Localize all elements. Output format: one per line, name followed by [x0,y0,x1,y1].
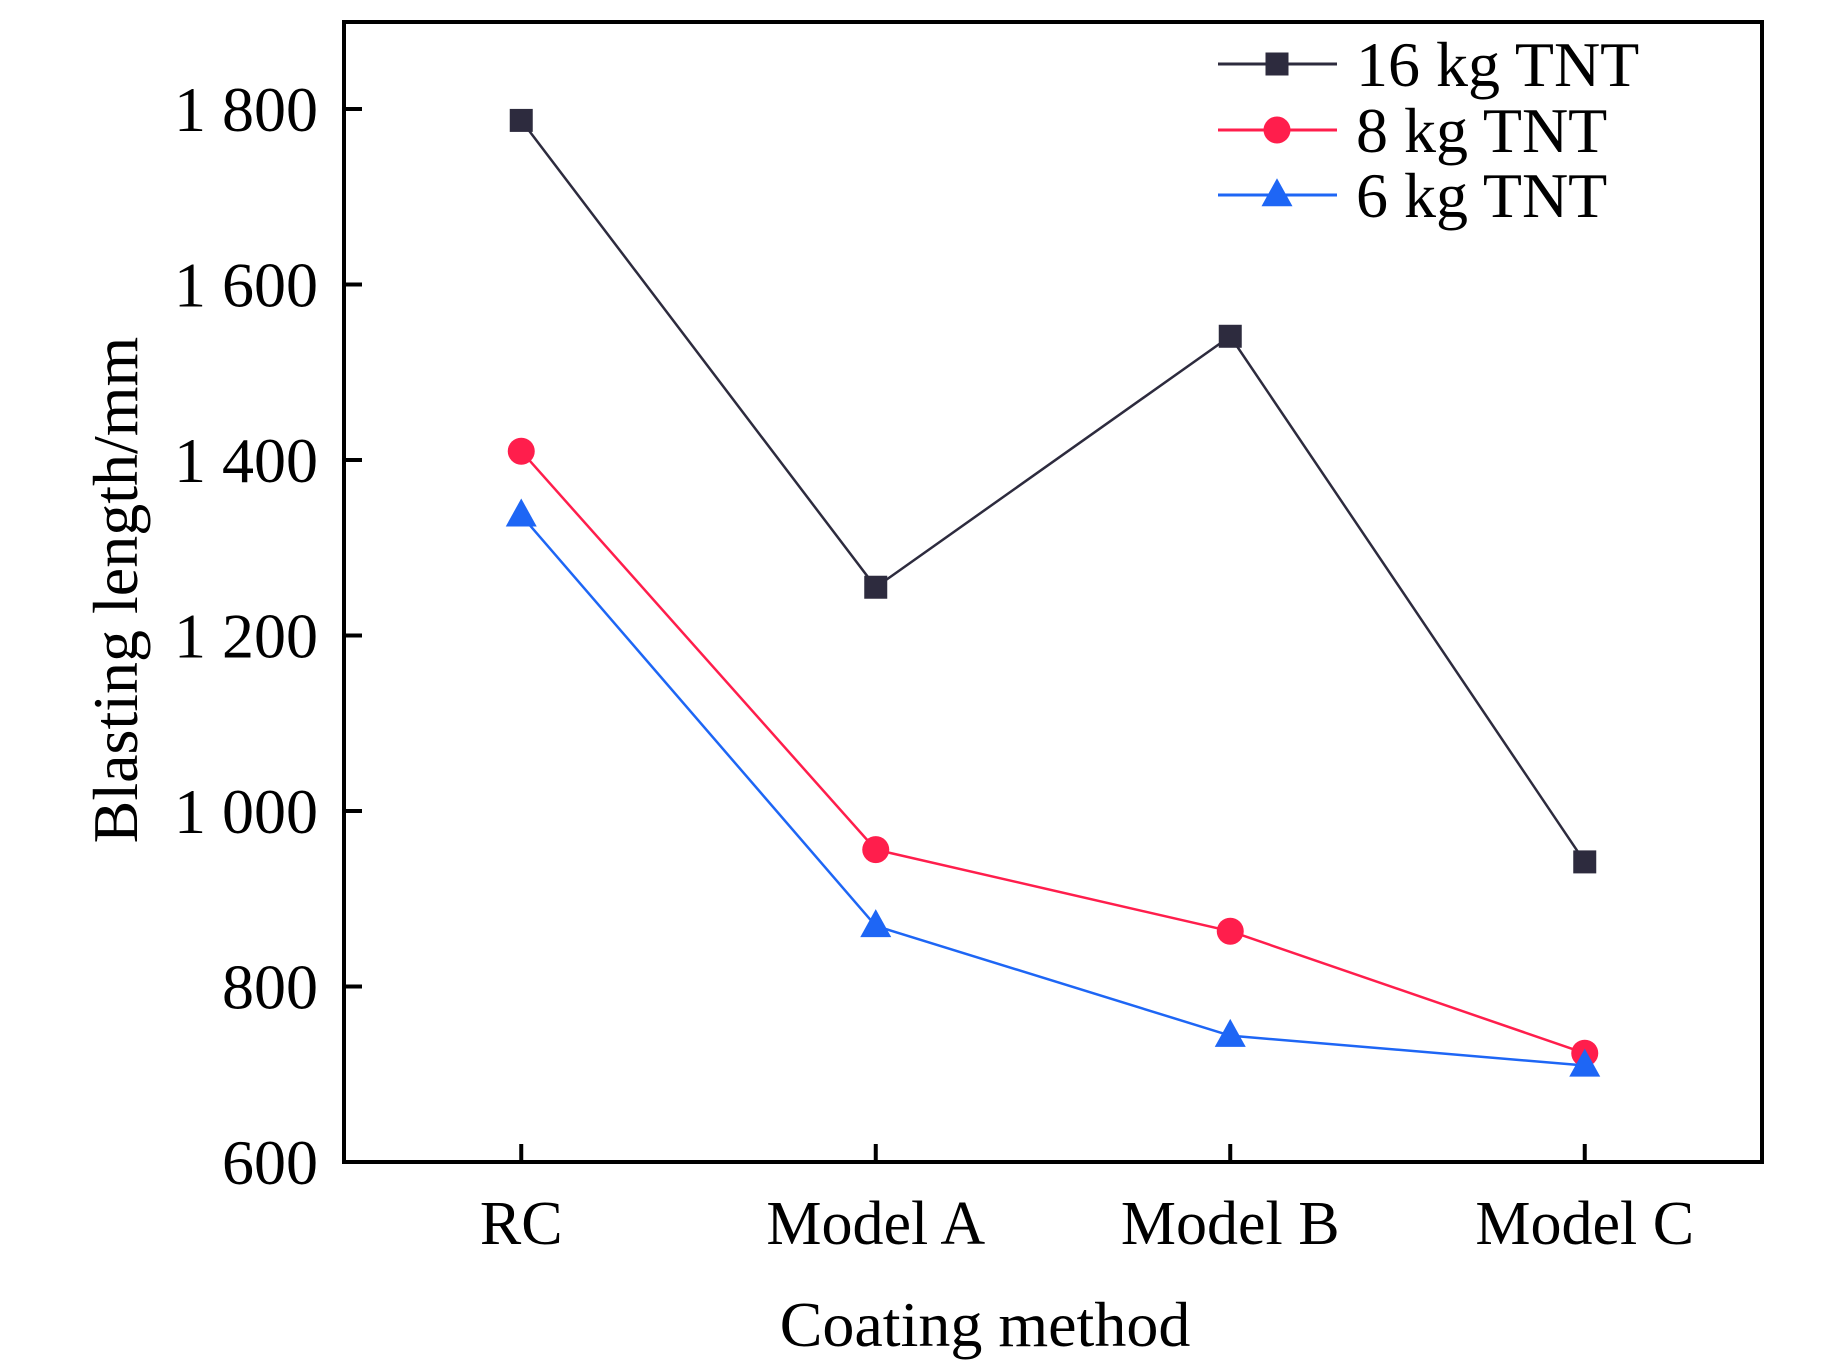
x-tick-label: Model A [766,1190,985,1258]
y-tick-label: 1 600 [174,250,318,321]
legend-item: 8 kg TNT [1218,95,1607,166]
y-tick-label: 1 200 [174,601,318,672]
data-point-0-3 [1573,850,1597,874]
data-point-2-1 [860,909,892,938]
data-point-0-0 [509,108,533,132]
data-point-1-0 [507,437,535,465]
legend-item: 6 kg TNT [1218,160,1607,231]
data-point-2-2 [1214,1018,1246,1047]
data-point-0-2 [1218,324,1242,348]
series-lines [520,119,1586,1067]
y-tick-label: 1 800 [174,74,318,145]
x-axis-ticks: RC Model A Model B Model C [480,1144,1694,1258]
y-tick-label: 1 400 [174,425,318,496]
x-tick-label: Model B [1121,1190,1340,1258]
legend-marker-circle [1263,116,1291,144]
y-tick-label: 1 000 [174,776,318,847]
legend-label: 6 kg TNT [1356,160,1607,231]
y-tick-label: 600 [222,1127,318,1198]
x-axis-title: Coating method [780,1289,1191,1360]
data-point-0-1 [864,575,888,599]
legend-label: 16 kg TNT [1356,29,1639,100]
series-line-2 [520,514,1585,1067]
series-markers [505,108,1601,1077]
y-axis-title: Blasting length/mm [80,337,151,844]
legend-marker-triangle [1261,178,1293,207]
legend-item: 16 kg TNT [1218,29,1639,100]
data-point-2-3 [1569,1048,1601,1077]
y-axis-ticks: 600 800 1 000 1 200 1 400 1 600 1 800 [174,74,362,1198]
data-point-1-1 [862,836,890,864]
series-line-0 [520,119,1586,863]
series-line-1 [520,450,1586,1055]
legend-label: 8 kg TNT [1356,95,1607,166]
plot-frame [342,20,1764,1164]
x-tick-label: RC [480,1190,563,1258]
y-tick-label: 800 [222,952,318,1023]
x-tick-label: Model C [1475,1190,1694,1258]
legend-marker-square [1265,52,1289,76]
data-point-2-0 [505,498,537,527]
data-point-1-2 [1216,917,1244,945]
